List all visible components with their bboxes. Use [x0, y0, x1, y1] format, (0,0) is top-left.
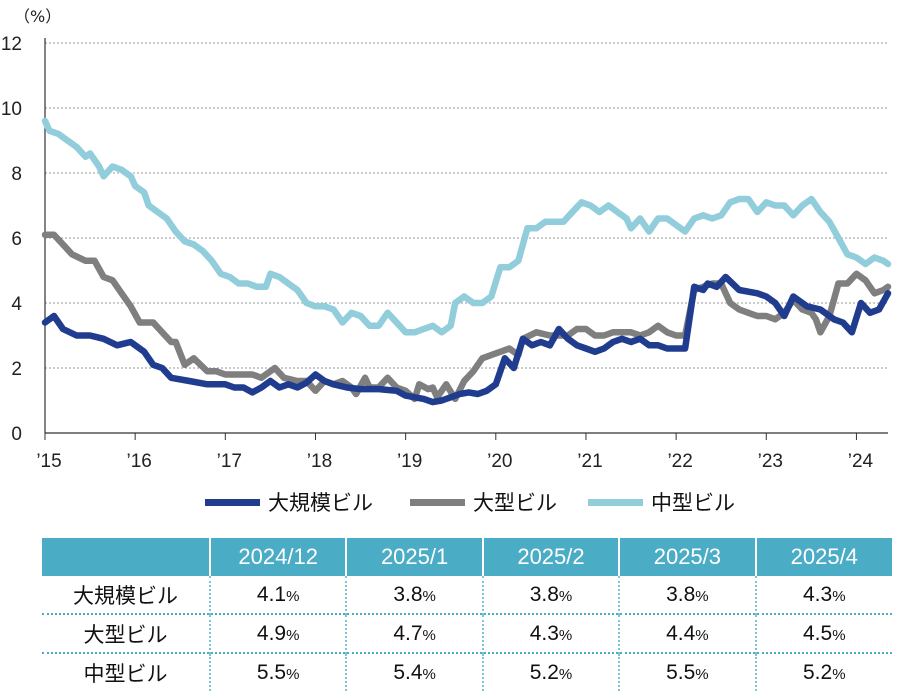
- legend-item: 中型ビル: [588, 487, 735, 517]
- cell-value: 4.7: [393, 621, 423, 645]
- table-cell: 5.4%: [345, 652, 483, 691]
- cell-unit: %: [832, 665, 846, 683]
- chart: 024681012’15’16’17’18’19’20’21’22’23’24 …: [1, 7, 892, 470]
- table-cell: 4.1%: [208, 576, 347, 614]
- legend-swatch: [410, 498, 465, 506]
- cell-value: 4.1: [256, 582, 287, 606]
- table-row: 大型ビル 4.9% 4.7% 4.3% 4.4% 4.5%: [42, 613, 892, 653]
- cell-value: 5.4: [393, 660, 423, 684]
- table-header-cell: 2025/4: [754, 538, 892, 576]
- axes: 0 2 4 6 8 10 12 ’15 ’16 ’17 ’18 ’19 ’20 ’21 ’22 ’23 ’24: [1, 34, 888, 470]
- cell-unit: %: [286, 626, 300, 644]
- table-cell: 4.9%: [208, 613, 347, 653]
- cell-value: 5.5: [666, 660, 696, 684]
- cell-value: 4.4: [666, 621, 696, 645]
- cell-unit: %: [695, 626, 709, 644]
- table-cell: 4.7%: [345, 613, 483, 653]
- legend-label: 中型ビル: [651, 491, 735, 515]
- series-line: [41, 117, 892, 336]
- grid-lines: [45, 42, 888, 369]
- y-tick-label: 2: [11, 359, 22, 380]
- cell-unit: %: [422, 626, 436, 644]
- data-table: 2024/12 2025/1 2025/2 2025/3 2025/4 大規模ビ…: [42, 538, 892, 691]
- cell-value: 4.5: [803, 621, 833, 645]
- y-axis-label: （%）: [14, 7, 61, 26]
- table-header-cell: 2025/3: [618, 538, 756, 576]
- x-tick-label: ’22: [667, 451, 692, 470]
- cell-value: 5.2: [529, 660, 559, 684]
- series-line: [41, 231, 892, 403]
- cell-unit: %: [558, 626, 573, 644]
- cell-value: 3.8: [393, 582, 423, 606]
- legend-label: 大型ビル: [473, 491, 557, 515]
- row-label: 大型ビル: [42, 613, 210, 653]
- cell-value: 3.8: [529, 582, 559, 606]
- cell-unit: %: [558, 665, 573, 683]
- table-header-cell: [42, 538, 210, 576]
- legend-item: 大型ビル: [410, 487, 557, 517]
- cell-value: 4.9: [256, 621, 287, 645]
- row-label: 中型ビル: [42, 652, 210, 691]
- cell-unit: %: [695, 665, 709, 683]
- row-label: 大規模ビル: [73, 583, 178, 608]
- series-line: [41, 273, 892, 406]
- cell-value: 3.8: [666, 582, 696, 606]
- y-tick-label: 10: [1, 99, 22, 120]
- cell-unit: %: [832, 587, 846, 605]
- table-header-row: 2024/12 2025/1 2025/2 2025/3 2025/4: [42, 538, 892, 576]
- table-cell: 5.5%: [208, 652, 347, 691]
- legend-swatch: [205, 498, 260, 506]
- table-cell: 4.3%: [481, 613, 620, 653]
- y-tick-label: 4: [11, 294, 22, 315]
- y-tick-label: 12: [1, 34, 22, 55]
- table-header-cell: 2025/2: [481, 538, 620, 576]
- cell-unit: %: [286, 665, 300, 683]
- cell-value: 4.3: [803, 582, 833, 606]
- table-cell: 4.5%: [754, 613, 892, 653]
- cell-value: 5.2: [803, 660, 833, 684]
- cell-unit: %: [832, 626, 846, 644]
- table-cell: 4.4%: [618, 613, 756, 653]
- x-tick-label: ’23: [758, 451, 783, 470]
- table-header-cell: 2024/12: [208, 538, 347, 576]
- cell-unit: %: [558, 587, 573, 605]
- y-tick-label: 0: [11, 424, 22, 445]
- x-tick-label: ’20: [487, 451, 512, 470]
- cell-unit: %: [695, 587, 709, 605]
- series-lines: [41, 117, 892, 406]
- legend-label: 大規模ビル: [268, 491, 373, 515]
- table-row: 中型ビル 5.5% 5.4% 5.2% 5.5% 5.2%: [42, 652, 892, 691]
- cell-unit: %: [422, 665, 436, 683]
- table-cell: 4.3%: [754, 576, 892, 614]
- x-tick-label: ’16: [126, 451, 151, 470]
- table-cell: 5.2%: [481, 652, 620, 691]
- cell-value: 5.5: [256, 660, 287, 684]
- cell-unit: %: [422, 587, 436, 605]
- x-tick-label: ’18: [307, 451, 332, 470]
- legend: 大規模ビル 大型ビル 中型ビル: [0, 487, 900, 515]
- x-tick-label: ’19: [397, 451, 422, 470]
- table-row: 大規模ビル 4.1% 3.8% 3.8% 3.8% 4.3%: [42, 576, 892, 614]
- x-tick-label: ’17: [217, 451, 242, 470]
- x-tick-label: ’24: [848, 451, 874, 470]
- legend-swatch: [588, 498, 643, 506]
- table-cell: 3.8%: [618, 576, 756, 614]
- x-tick-label: ’21: [577, 451, 602, 470]
- y-tick-label: 8: [11, 164, 22, 185]
- cell-unit: %: [286, 587, 300, 605]
- table-cell: 5.2%: [754, 652, 892, 691]
- table-cell: 5.5%: [618, 652, 756, 691]
- x-tick-label: ’15: [36, 451, 61, 470]
- cell-value: 4.3: [529, 621, 559, 645]
- table-cell: 3.8%: [481, 576, 620, 614]
- table-header-cell: 2025/1: [345, 538, 483, 576]
- table-cell: 3.8%: [345, 576, 483, 614]
- y-tick-label: 6: [11, 229, 22, 250]
- legend-item: 大規模ビル: [205, 487, 373, 517]
